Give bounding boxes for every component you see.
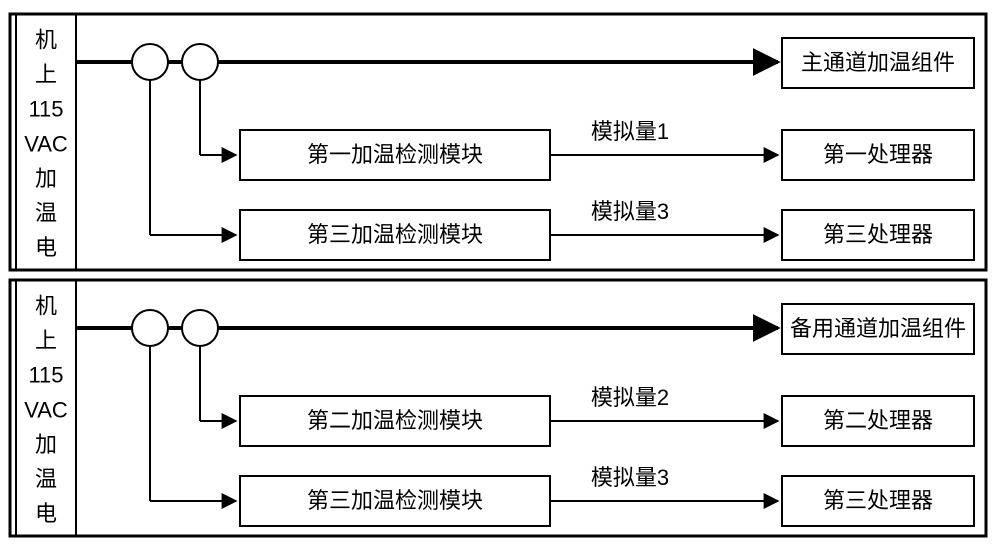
detect2-label: 第二加温检测模块: [307, 408, 483, 433]
detect1-label: 第一加温检测模块: [307, 142, 483, 167]
source-char-5: 温: [35, 200, 57, 225]
source-char-3: VAC: [24, 131, 68, 156]
tap-1: [132, 310, 168, 346]
detect3-label: 第三加温检测模块: [307, 222, 483, 247]
source-char-1: 上: [35, 62, 57, 87]
output-main-label: 主通道加温组件: [801, 50, 955, 75]
signal-a-label: 模拟量2: [591, 385, 669, 410]
source-char-3: VAC: [24, 397, 68, 422]
proc1-label: 第一处理器: [823, 142, 933, 167]
signal-a-label: 模拟量1: [591, 119, 669, 144]
source-char-0: 机: [35, 293, 57, 318]
detect3-label: 第三加温检测模块: [307, 488, 483, 513]
tap-1: [132, 44, 168, 80]
signal-b-label: 模拟量3: [591, 465, 669, 490]
source-char-4: 加: [35, 432, 57, 457]
proc2-label: 第二处理器: [823, 408, 933, 433]
proc3-label: 第三处理器: [823, 222, 933, 247]
source-char-1: 上: [35, 328, 57, 353]
source-char-6: 电: [35, 235, 57, 260]
source-char-4: 加: [35, 166, 57, 191]
source-char-2: 115: [28, 363, 63, 388]
proc3-label: 第三处理器: [823, 488, 933, 513]
tap-2: [182, 310, 218, 346]
source-char-2: 115: [28, 97, 63, 122]
output-backup-label: 备用通道加温组件: [790, 316, 966, 341]
tap-2: [182, 44, 218, 80]
source-char-0: 机: [35, 27, 57, 52]
signal-b-label: 模拟量3: [591, 199, 669, 224]
block-diagram: 机上115VAC加温电主通道加温组件第一处理器第三处理器第一加温检测模块第三加温…: [0, 0, 1000, 550]
source-char-5: 温: [35, 466, 57, 491]
source-char-6: 电: [35, 501, 57, 526]
